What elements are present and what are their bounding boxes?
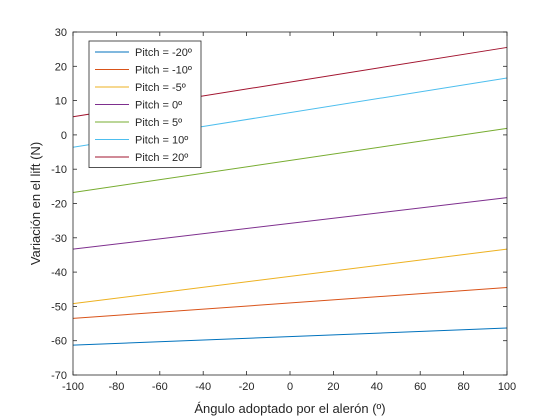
x-tick-label: 100: [498, 381, 516, 393]
x-tick-label: -60: [152, 381, 168, 393]
x-tick-label: 80: [457, 381, 469, 393]
y-tick-label: -20: [51, 199, 67, 211]
legend-entry-1: Pitch = -10º: [135, 65, 192, 77]
series-line-3: [72, 197, 508, 250]
x-tick-label: 20: [327, 381, 339, 393]
legend-entry-5: Pitch = 10º: [135, 135, 188, 147]
x-tick-label: 0: [287, 381, 293, 393]
series-line-4: [72, 127, 508, 194]
y-tick-label: -10: [51, 164, 67, 176]
series-line-0: [72, 327, 508, 346]
axes-layer: -100 -80 -60 -40 -20 0 20 40 60 80 100-70-60-50-40…: [51, 27, 516, 393]
legend-entry-6: Pitch = 20º: [135, 152, 188, 164]
x-tick-label: 60: [414, 381, 426, 393]
legend-entry-3: Pitch = 0º: [135, 100, 182, 112]
legend: Pitch = -20º Pitch = -10º Pitch = -5º Pitch…: [88, 40, 202, 168]
x-tick-label: -100: [62, 381, 84, 393]
y-tick-label: -30: [51, 233, 67, 245]
series-line-2: [72, 248, 508, 305]
legend-entry-0: Pitch = -20º: [135, 47, 192, 59]
y-tick-label: 20: [55, 61, 67, 73]
x-tick-label: -20: [239, 381, 255, 393]
y-tick-label: -60: [51, 336, 67, 348]
y-tick-label: -70: [51, 370, 67, 382]
y-tick-label: 0: [61, 130, 67, 142]
x-tick-label: -80: [108, 381, 124, 393]
y-tick-label: -40: [51, 267, 67, 279]
legend-entry-2: Pitch = -5º: [135, 82, 186, 94]
series-layer: [72, 46, 508, 346]
y-tick-label: 10: [55, 96, 67, 108]
x-axis-label: Ángulo adoptado por el alerón (º): [194, 401, 385, 416]
y-tick-label: 30: [55, 27, 67, 39]
y-tick-label: -50: [51, 301, 67, 313]
x-tick-label: 40: [371, 381, 383, 393]
y-axis-label: Variación en el lift (N): [28, 142, 43, 265]
legend-entry-4: Pitch = 5º: [135, 117, 182, 129]
x-tick-label: -40: [195, 381, 211, 393]
series-line-1: [72, 287, 508, 319]
